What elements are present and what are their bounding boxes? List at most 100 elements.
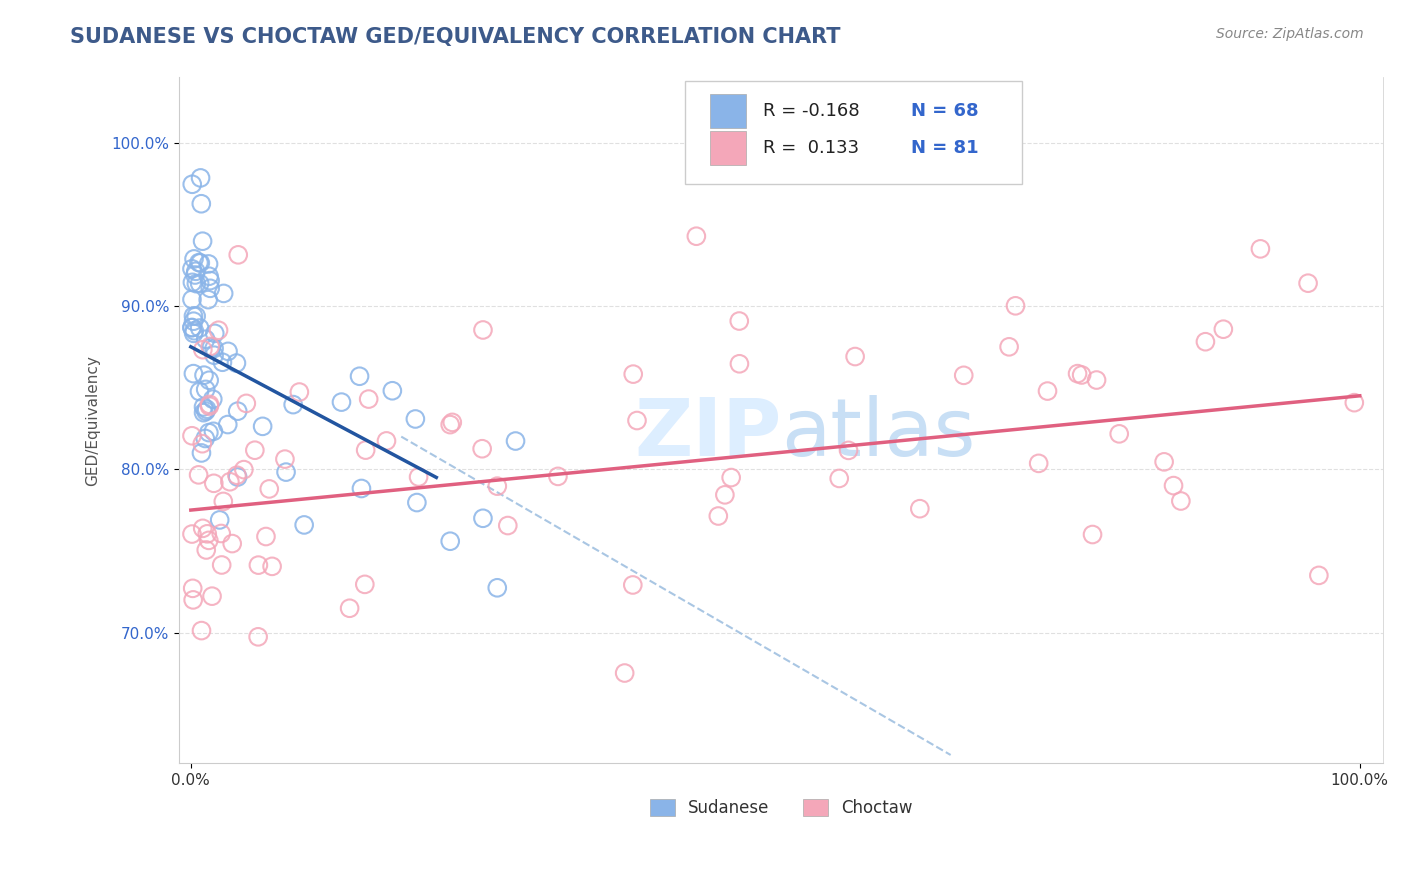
Point — [1081, 527, 1104, 541]
Point — [198, 425, 221, 440]
Point — [193, 400, 215, 414]
Point — [194, 383, 217, 397]
Point — [828, 471, 851, 485]
Point — [262, 559, 284, 574]
Point — [496, 518, 519, 533]
Point — [1170, 494, 1192, 508]
Point — [439, 417, 461, 432]
Point — [226, 470, 249, 484]
Point — [202, 342, 225, 356]
Point — [707, 508, 730, 523]
Point — [357, 392, 380, 406]
Point — [188, 321, 211, 335]
Point — [201, 589, 224, 603]
Point — [621, 367, 644, 381]
Point — [288, 385, 311, 400]
Point — [183, 309, 205, 323]
Point — [198, 339, 221, 353]
Point — [350, 482, 373, 496]
Point — [381, 384, 404, 398]
Point — [195, 526, 218, 541]
Point — [408, 470, 430, 484]
Point — [621, 578, 644, 592]
Point — [685, 229, 707, 244]
Point — [191, 234, 214, 248]
Point — [181, 293, 204, 307]
Point — [211, 558, 233, 572]
Text: Source: ZipAtlas.com: Source: ZipAtlas.com — [1216, 27, 1364, 41]
Legend: Sudanese, Choctaw: Sudanese, Choctaw — [643, 792, 920, 823]
Point — [439, 534, 461, 549]
Point — [1249, 242, 1271, 256]
Point — [354, 443, 377, 458]
Point — [219, 475, 242, 489]
Point — [197, 257, 219, 271]
Point — [1028, 456, 1050, 470]
Point — [186, 309, 208, 323]
Point — [1212, 322, 1234, 336]
Point — [232, 462, 254, 476]
Point — [191, 436, 214, 450]
Point — [183, 324, 205, 338]
Point — [375, 434, 398, 448]
Point — [349, 369, 371, 384]
FancyBboxPatch shape — [685, 81, 1022, 184]
Point — [1070, 368, 1092, 382]
Point — [190, 446, 212, 460]
Point — [1296, 276, 1319, 290]
Point — [194, 332, 217, 346]
Point — [181, 261, 204, 276]
Point — [472, 323, 495, 337]
Point — [226, 248, 249, 262]
Point — [406, 495, 429, 509]
Point — [626, 413, 648, 427]
FancyBboxPatch shape — [710, 94, 747, 128]
Point — [197, 533, 219, 548]
Point — [235, 396, 257, 410]
Point — [198, 269, 221, 284]
Point — [202, 348, 225, 362]
Point — [1194, 334, 1216, 349]
Point — [212, 494, 235, 508]
Point — [183, 252, 205, 266]
Point — [191, 521, 214, 535]
Point — [486, 479, 509, 493]
Point — [952, 368, 974, 383]
Point — [728, 314, 751, 328]
Point — [1308, 568, 1330, 582]
Point — [187, 467, 209, 482]
Y-axis label: GED/Equivalency: GED/Equivalency — [86, 355, 100, 486]
Point — [353, 577, 375, 591]
Point — [217, 417, 239, 432]
Point — [181, 429, 204, 443]
Point — [274, 465, 297, 479]
Point — [181, 582, 204, 596]
Point — [181, 320, 204, 334]
Point — [486, 581, 509, 595]
Point — [198, 373, 221, 387]
Point — [200, 340, 222, 354]
Point — [202, 425, 225, 439]
Point — [720, 470, 742, 484]
Point — [283, 398, 305, 412]
Text: SUDANESE VS CHOCTAW GED/EQUIVALENCY CORRELATION CHART: SUDANESE VS CHOCTAW GED/EQUIVALENCY CORR… — [70, 27, 841, 46]
Point — [257, 482, 280, 496]
Point — [188, 384, 211, 399]
Point — [209, 526, 232, 541]
Point — [339, 601, 361, 615]
Text: ZIP: ZIP — [634, 395, 782, 473]
Point — [212, 286, 235, 301]
Point — [505, 434, 527, 448]
Point — [198, 399, 221, 413]
Point — [195, 543, 218, 558]
Point — [243, 443, 266, 458]
Point — [247, 630, 270, 644]
Point — [181, 593, 204, 607]
Point — [184, 264, 207, 278]
Point — [198, 274, 221, 288]
Point — [193, 368, 215, 383]
Point — [188, 256, 211, 270]
Point — [330, 395, 353, 409]
Point — [202, 476, 225, 491]
Point — [1004, 299, 1026, 313]
